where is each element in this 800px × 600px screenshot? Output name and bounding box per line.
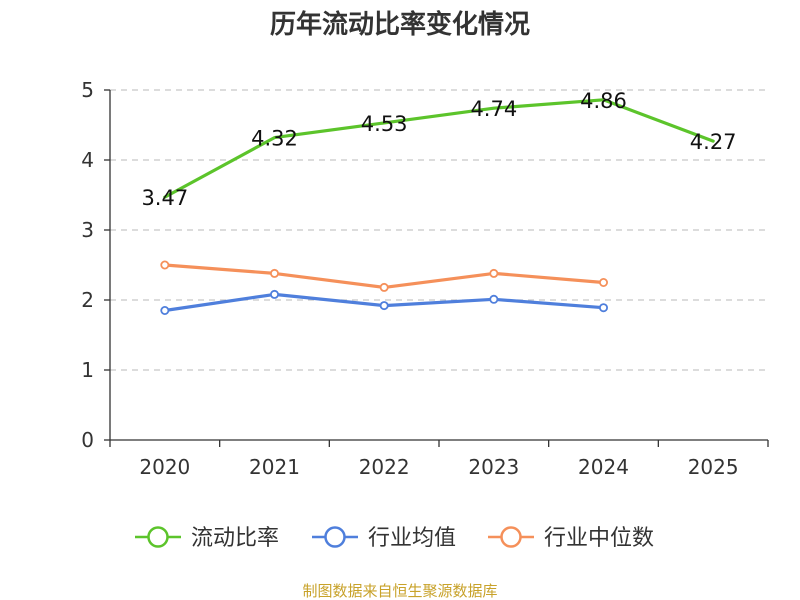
data-point <box>489 294 499 304</box>
data-label: 4.53 <box>361 112 408 136</box>
legend-marker <box>500 526 522 548</box>
data-label: 4.32 <box>251 127 298 151</box>
data-point <box>269 268 279 278</box>
legend: 流动比率 行业均值 行业中位数 <box>135 526 654 551</box>
legend-label: 流动比率 <box>191 526 279 551</box>
legend-marker <box>324 526 346 548</box>
x-tick-label: 2024 <box>578 455 629 479</box>
series-line <box>163 98 715 199</box>
data-point <box>379 301 389 311</box>
data-point <box>599 303 609 313</box>
series-2 <box>160 260 609 292</box>
source-note: 制图数据来自恒生聚源数据库 <box>302 582 497 600</box>
x-tick-label: 2021 <box>249 455 300 479</box>
y-tick-label: 4 <box>81 148 94 172</box>
x-tick-label: 2023 <box>468 455 519 479</box>
data-label: 4.86 <box>580 89 627 113</box>
x-tick-label: 2022 <box>359 455 410 479</box>
y-tick-label: 1 <box>81 358 94 382</box>
legend-item-0: 流动比率 <box>135 526 279 551</box>
x-tick-label: 2020 <box>139 455 190 479</box>
x-axis-ticks: 2020 2021 2022 2023 2024 2025 <box>109 440 769 479</box>
y-tick-label: 0 <box>81 428 94 452</box>
data-point <box>160 305 170 315</box>
legend-label: 行业均值 <box>368 526 456 551</box>
grid-lines <box>110 89 768 371</box>
y-tick-label: 2 <box>81 288 94 312</box>
legend-label: 行业中位数 <box>544 526 654 551</box>
y-axis-ticks: 0 1 2 3 4 5 <box>81 78 110 452</box>
series-group: 3.47 4.32 4.53 4.74 4.86 4.27 <box>141 89 737 315</box>
series-0: 3.47 4.32 4.53 4.74 4.86 4.27 <box>141 89 736 210</box>
y-tick-label: 5 <box>81 78 94 102</box>
x-tick-label: 2025 <box>688 455 739 479</box>
data-label: 4.74 <box>470 97 517 121</box>
data-point <box>269 289 279 299</box>
axes <box>109 90 768 441</box>
legend-marker <box>147 526 169 548</box>
y-tick-label: 3 <box>81 218 94 242</box>
data-point <box>160 260 170 270</box>
series-1 <box>160 289 609 315</box>
data-point <box>489 268 499 278</box>
legend-item-2: 行业中位数 <box>488 526 654 551</box>
data-label: 3.47 <box>141 186 188 210</box>
data-label: 4.27 <box>690 130 737 154</box>
chart-title: 历年流动比率变化情况 <box>270 9 530 40</box>
data-point <box>379 282 389 292</box>
legend-item-1: 行业均值 <box>312 526 456 551</box>
data-point <box>599 277 609 287</box>
